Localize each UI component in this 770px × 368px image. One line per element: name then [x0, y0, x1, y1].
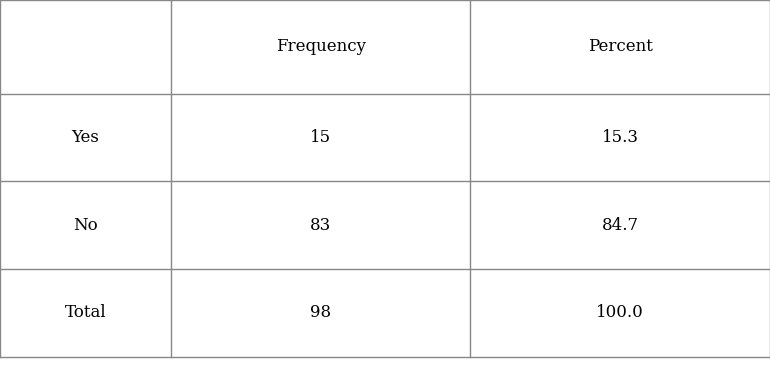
Text: Frequency: Frequency	[276, 38, 366, 56]
Text: 15.3: 15.3	[601, 129, 639, 146]
Text: Yes: Yes	[72, 129, 99, 146]
Text: 83: 83	[310, 217, 331, 234]
Text: No: No	[73, 217, 98, 234]
Text: 15: 15	[310, 129, 331, 146]
Text: Percent: Percent	[588, 38, 653, 56]
Text: 98: 98	[310, 304, 331, 321]
Text: Total: Total	[65, 304, 106, 321]
Text: 100.0: 100.0	[596, 304, 644, 321]
Text: 84.7: 84.7	[601, 217, 639, 234]
